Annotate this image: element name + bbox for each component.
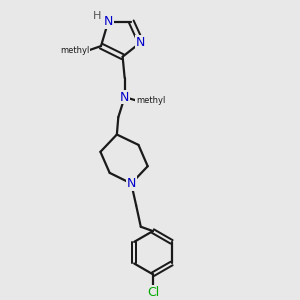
Text: H: H (93, 11, 101, 21)
Text: N: N (136, 36, 146, 49)
Text: N: N (127, 177, 136, 190)
Text: methyl: methyl (136, 96, 165, 105)
Text: N: N (103, 15, 113, 28)
Text: N: N (120, 91, 129, 103)
Text: methyl: methyl (60, 46, 90, 55)
Text: Cl: Cl (147, 286, 159, 299)
